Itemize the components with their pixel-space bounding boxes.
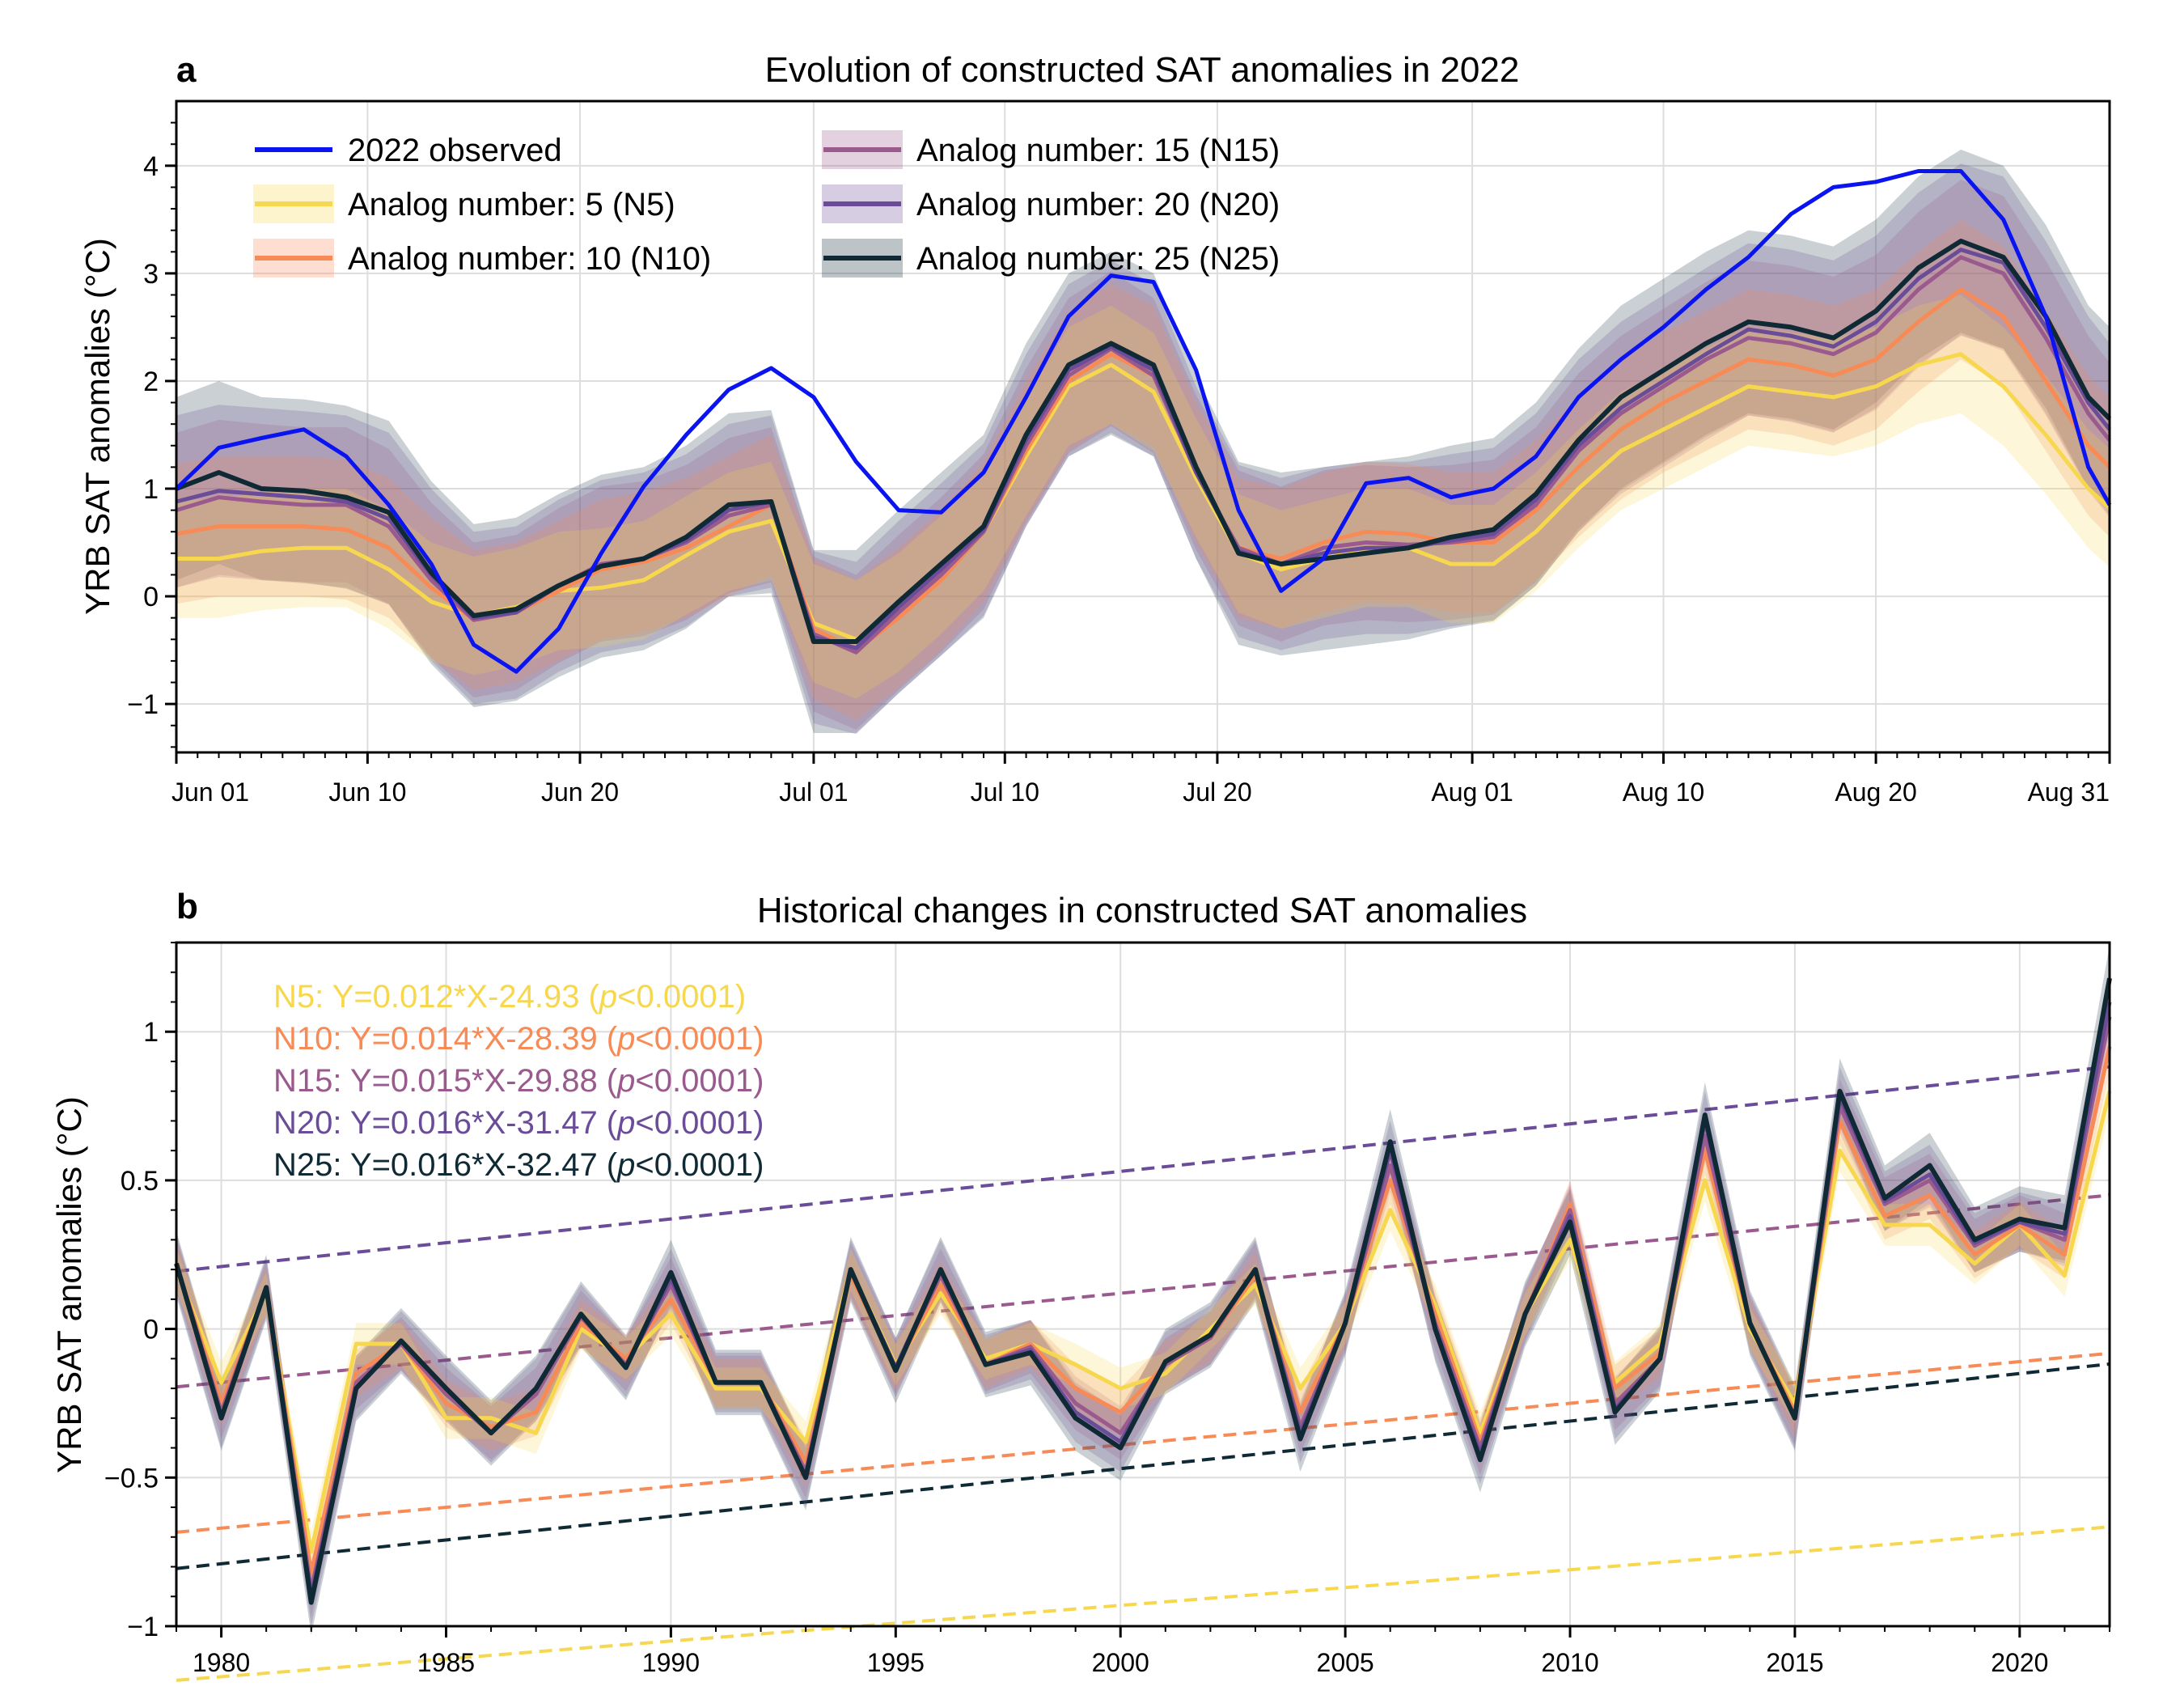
y-tick-label: −1 xyxy=(127,1612,159,1642)
regression-annotation-n10: N10: Y=0.014*X-28.39 (p<0.0001) xyxy=(273,1021,764,1057)
panel-a-grid xyxy=(176,101,2110,752)
line-observed xyxy=(175,169,2112,674)
annotation-p-symbol: p xyxy=(616,1147,635,1183)
x-tick-label: 2010 xyxy=(1541,1648,1598,1677)
band-n20 xyxy=(176,163,2110,735)
annotation-p-symbol: p xyxy=(616,1105,635,1141)
y-tick-label: 2 xyxy=(143,366,159,397)
panel-a-axes-frame xyxy=(175,100,2111,754)
regression-annotation-n15: N15: Y=0.015*X-29.88 (p<0.0001) xyxy=(273,1063,764,1099)
annotation-p-value: <0.0001) xyxy=(635,1147,764,1183)
regression-annotation-n25: N25: Y=0.016*X-32.47 (p<0.0001) xyxy=(273,1147,764,1183)
x-tick-label: 2020 xyxy=(1991,1648,2048,1677)
panel-a: a Evolution of constructed SAT anomalies… xyxy=(78,50,2112,807)
panel-b-title: Historical changes in constructed SAT an… xyxy=(757,891,1527,930)
panel-b-regression-annotations: N5: Y=0.012*X-24.93 (p<0.0001)N10: Y=0.0… xyxy=(273,979,764,1183)
annotation-equation: N20: Y=0.016*X-31.47 ( xyxy=(273,1105,618,1141)
x-tick-label: Aug 31 xyxy=(2028,777,2110,807)
annotation-equation: N10: Y=0.014*X-28.39 ( xyxy=(273,1021,618,1057)
panel-b-letter: b xyxy=(176,887,198,926)
x-tick-label: Aug 20 xyxy=(1835,777,1916,807)
annotation-equation: N15: Y=0.015*X-29.88 ( xyxy=(273,1063,618,1099)
band-n10 xyxy=(176,219,2110,721)
band-n15 xyxy=(176,180,2110,731)
y-tick-label: 1 xyxy=(143,474,159,505)
annotation-p-symbol: p xyxy=(616,1021,635,1057)
panel-b-axes-frame xyxy=(175,941,2111,1628)
legend-label: 2022 observed xyxy=(348,133,562,168)
x-tick-label: Jun 01 xyxy=(171,777,249,807)
legend-label: Analog number: 20 (N20) xyxy=(916,187,1280,222)
annotation-equation: N25: Y=0.016*X-32.47 ( xyxy=(273,1147,618,1183)
line-n5 xyxy=(174,1091,2112,1554)
y-tick-label: 0 xyxy=(143,1315,159,1345)
annotation-p-value: <0.0001) xyxy=(635,1021,764,1057)
panel-a-series-lines xyxy=(175,169,2112,674)
panel-a-legend: 2022 observed Analog number: 5 (N5) Analog… xyxy=(253,130,1280,278)
legend-label: Analog number: 15 (N15) xyxy=(916,133,1280,168)
panel-a-ticks: Jun 01 Jun 10 Jun 20 Jul 01 Jul 10 Jul 20 Aug … xyxy=(127,121,2111,807)
x-tick-label: 2015 xyxy=(1766,1648,1823,1677)
panel-b-ticks: 1980 1985 1990 1995 2000 2005 2010 2015 2020 −1 −0… xyxy=(104,942,2110,1677)
x-tick-label: Jul 20 xyxy=(1183,777,1251,807)
y-tick-label: 3 xyxy=(143,259,159,290)
trend-line-n15 xyxy=(176,1193,2110,1389)
annotation-p-symbol: p xyxy=(599,979,617,1015)
panel-b: b Historical changes in constructed SAT … xyxy=(50,887,2112,1682)
y-tick-label: 0.5 xyxy=(121,1166,159,1197)
y-tick-label: −0.5 xyxy=(104,1463,159,1494)
x-tick-label: 1985 xyxy=(417,1648,475,1677)
y-tick-label: 4 xyxy=(143,151,159,182)
y-tick-label: −1 xyxy=(127,689,159,720)
band-n5 xyxy=(176,1070,2110,1573)
legend-label: Analog number: 25 (N25) xyxy=(916,241,1280,277)
legend-label: Analog number: 10 (N10) xyxy=(348,241,711,277)
y-tick-label: 0 xyxy=(143,582,159,612)
x-tick-label: Jun 10 xyxy=(328,777,406,807)
regression-annotation-n20: N20: Y=0.016*X-31.47 (p<0.0001) xyxy=(273,1105,764,1141)
panel-a-uncertainty-bands xyxy=(176,149,2110,735)
x-tick-label: 1980 xyxy=(193,1648,250,1677)
legend-label: Analog number: 5 (N5) xyxy=(348,187,675,222)
y-tick-label: 1 xyxy=(143,1017,159,1048)
annotation-p-symbol: p xyxy=(616,1063,635,1099)
x-tick-label: 2005 xyxy=(1317,1648,1374,1677)
band-n25 xyxy=(176,149,2110,734)
panel-b-y-axis-label: YRB SAT anomalies (°C) xyxy=(50,1096,88,1473)
panel-a-letter: a xyxy=(176,50,197,90)
x-tick-label: Jun 20 xyxy=(541,777,619,807)
regression-annotation-n5: N5: Y=0.012*X-24.93 (p<0.0001) xyxy=(273,979,746,1015)
annotation-p-value: <0.0001) xyxy=(617,979,746,1015)
panel-a-title: Evolution of constructed SAT anomalies i… xyxy=(765,50,1520,90)
trend-line-n10 xyxy=(176,1351,2110,1534)
x-tick-label: 1990 xyxy=(642,1648,700,1677)
x-tick-label: Aug 01 xyxy=(1431,777,1513,807)
annotation-p-value: <0.0001) xyxy=(635,1063,764,1099)
line-n25 xyxy=(175,239,2112,644)
x-tick-label: 2000 xyxy=(1092,1648,1149,1677)
trend-line-n20 xyxy=(176,1065,2110,1273)
annotation-p-value: <0.0001) xyxy=(635,1105,764,1141)
panel-a-y-axis-label: YRB SAT anomalies (°C) xyxy=(78,238,116,615)
x-tick-label: 1995 xyxy=(867,1648,925,1677)
x-tick-label: Jul 01 xyxy=(779,777,848,807)
line-n25 xyxy=(174,977,2112,1605)
x-tick-label: Aug 10 xyxy=(1623,777,1704,807)
annotation-equation: N5: Y=0.012*X-24.93 ( xyxy=(273,979,600,1015)
panel-b-series-lines xyxy=(174,977,2112,1605)
band-n5 xyxy=(176,294,2110,699)
x-tick-label: Jul 10 xyxy=(971,777,1039,807)
